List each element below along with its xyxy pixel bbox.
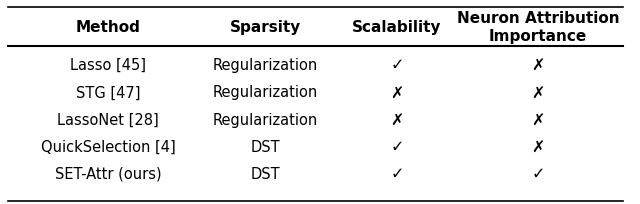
Text: STG [47]: STG [47] <box>76 85 140 100</box>
Text: DST: DST <box>250 167 280 182</box>
Text: Regularization: Regularization <box>212 58 317 73</box>
Text: Regularization: Regularization <box>212 85 317 100</box>
Text: Lasso [45]: Lasso [45] <box>70 58 146 73</box>
Text: DST: DST <box>250 140 280 155</box>
Text: SET-Attr (ours): SET-Attr (ours) <box>55 167 161 182</box>
Text: ✗: ✗ <box>531 58 545 73</box>
Text: ✓: ✓ <box>531 167 545 182</box>
Text: ✗: ✗ <box>531 85 545 100</box>
Text: QuickSelection [4]: QuickSelection [4] <box>41 140 175 155</box>
Text: ✗: ✗ <box>531 113 545 128</box>
Text: Method: Method <box>76 20 141 35</box>
Text: ✗: ✗ <box>390 113 404 128</box>
Text: LassoNet [28]: LassoNet [28] <box>57 113 159 128</box>
Text: ✗: ✗ <box>531 140 545 155</box>
Text: ✓: ✓ <box>390 167 404 182</box>
Text: ✗: ✗ <box>390 85 404 100</box>
Text: Neuron Attribution
Importance: Neuron Attribution Importance <box>457 11 620 44</box>
Text: Scalability: Scalability <box>352 20 442 35</box>
Text: Regularization: Regularization <box>212 113 317 128</box>
Text: ✓: ✓ <box>390 140 404 155</box>
Text: ✓: ✓ <box>390 58 404 73</box>
Text: Sparsity: Sparsity <box>230 20 301 35</box>
